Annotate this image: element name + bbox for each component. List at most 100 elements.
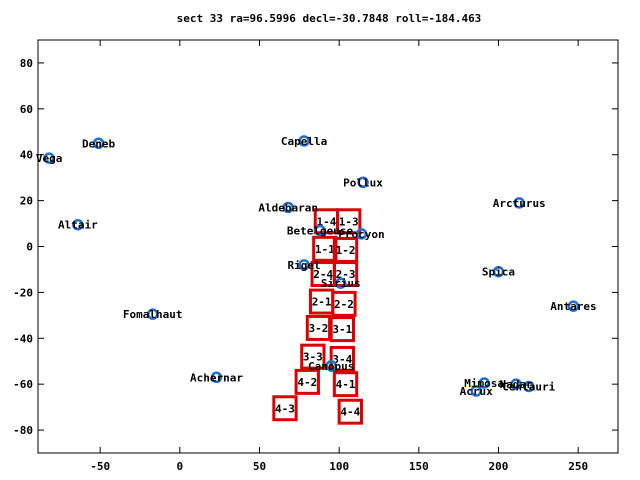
star-label: Fomalhaut [123, 308, 183, 321]
x-tick-label: 100 [329, 460, 349, 473]
sector-box-label: 2-1 [312, 296, 332, 309]
sector-box-frame [332, 371, 359, 398]
star-marker [334, 277, 347, 289]
sector-boxes: 1-4 1-31-1 1-22-4 2-32-1 2-23-2 3-13-3 3-44-2 4… [272, 208, 363, 425]
sector-box-label: 3-4 [332, 353, 352, 366]
star-marker [325, 360, 337, 372]
x-tick-label: 0 [177, 460, 184, 473]
x-tick-label: -50 [90, 460, 110, 473]
star-marker [513, 197, 525, 209]
sector-box: 4-2 [294, 368, 320, 395]
star-marker [492, 265, 505, 278]
star-marker [298, 259, 310, 271]
sector-box-frame [336, 208, 362, 235]
sector-box-frame [305, 314, 332, 341]
sector-box: 4-1 [332, 371, 359, 398]
sector-box: 4-3 [272, 395, 298, 422]
star-label: Canopus [308, 360, 354, 373]
y-axis-ticks: -80 -60 -40 -20 0 20 40 60 80 [13, 57, 618, 437]
y-tick-label: -40 [13, 332, 33, 345]
star-marker [470, 385, 482, 397]
x-tick-label: 200 [489, 460, 509, 473]
sector-box-label: 2-2 [334, 298, 354, 311]
sector-box: 3-1 [329, 316, 355, 343]
star-marker [72, 218, 84, 231]
sector-box-frame [329, 345, 355, 372]
star-label: Acrux [460, 385, 493, 398]
sector-box-frame [312, 235, 338, 262]
sector-box-frame [337, 398, 363, 425]
star-marker [92, 137, 105, 149]
sector-box: 2-1 [308, 288, 335, 315]
sector-box: 1-1 [312, 235, 338, 262]
star-label: Betelgeuse [287, 224, 354, 237]
sector-box-label: 3-1 [332, 323, 352, 336]
star-marker [510, 378, 522, 390]
star-label: Antares [550, 300, 596, 313]
sector-box-label: 1-1 [315, 243, 335, 256]
star-label: Deneb [82, 137, 115, 150]
sector-box-frame [329, 316, 355, 343]
x-tick-label: 50 [253, 460, 266, 473]
y-tick-label: -80 [13, 424, 33, 437]
star-markers [43, 135, 580, 397]
star-label: Centauri [502, 380, 555, 393]
sector-box: 3-4 [329, 345, 355, 372]
star-marker [298, 135, 310, 147]
sector-box: 1-2 [332, 236, 359, 263]
y-tick-label: -60 [13, 378, 33, 391]
y-tick-label: 0 [26, 241, 33, 254]
star-label: Sirius [321, 277, 361, 290]
sector-box-frame [272, 395, 298, 422]
star-marker [43, 152, 55, 164]
sector-box: 4-4 [337, 398, 363, 425]
chart-title: sect 33 ra=96.5996 decl=-30.7848 roll=-1… [177, 12, 482, 25]
y-tick-label: -20 [13, 286, 33, 299]
star-label: Hadar [499, 378, 532, 391]
x-tick-label: 250 [568, 460, 588, 473]
y-tick-label: 40 [20, 149, 33, 162]
star-label: Capella [281, 135, 327, 148]
star-label: Vega [36, 152, 63, 165]
star-marker [355, 228, 368, 240]
star-label: Rigel [288, 259, 321, 272]
sector-box-frame [331, 290, 357, 317]
y-tick-label: 20 [20, 195, 33, 208]
sector-box-label: 1-2 [336, 244, 356, 257]
star-marker [314, 224, 326, 237]
star-label: Arcturus [493, 197, 546, 210]
sector-box: 2-2 [331, 290, 357, 317]
star-marker [478, 377, 490, 389]
star-label: Spica [482, 266, 515, 279]
star-label: Aldebaran [258, 201, 318, 214]
sector-box-label: 1-3 [339, 215, 359, 228]
y-tick-label: 60 [20, 103, 33, 116]
sector-box-label: 2-4 [313, 268, 333, 281]
star-label: Procyon [338, 228, 384, 241]
star-marker [523, 380, 535, 393]
sector-box-label: 3-3 [303, 351, 323, 364]
star-labels: Vega Deneb Altair Fomalhaut Achernar Capella A… [36, 135, 597, 398]
star-label: Altair [58, 219, 98, 232]
plot-area: -50 0 50 100 150 200 250 -80 -60 -40 -20 0 20 40 60 80… [13, 39, 619, 473]
sector-box-label: 3-2 [309, 322, 329, 335]
x-axis-ticks: -50 0 50 100 150 200 250 [90, 40, 588, 473]
star-marker [282, 201, 294, 214]
sector-box: 1-3 [336, 208, 362, 235]
star-label: Achernar [190, 371, 243, 384]
star-label: Pollux [343, 176, 383, 189]
sector-box-label: 4-2 [297, 376, 317, 389]
x-tick-label: 150 [409, 460, 429, 473]
star-marker [210, 371, 223, 384]
sector-box: 3-2 [305, 314, 332, 341]
sector-box-label: 4-3 [275, 402, 295, 415]
sector-box-label: 4-1 [336, 378, 356, 391]
sector-box-label: 4-4 [340, 406, 360, 419]
sector-box-frame [294, 368, 320, 395]
sector-box: 3-3 [300, 343, 326, 370]
star-marker [567, 300, 580, 312]
star-marker [146, 308, 159, 320]
star-label: Mimosa [464, 377, 504, 390]
sector-box-frame [300, 343, 326, 370]
